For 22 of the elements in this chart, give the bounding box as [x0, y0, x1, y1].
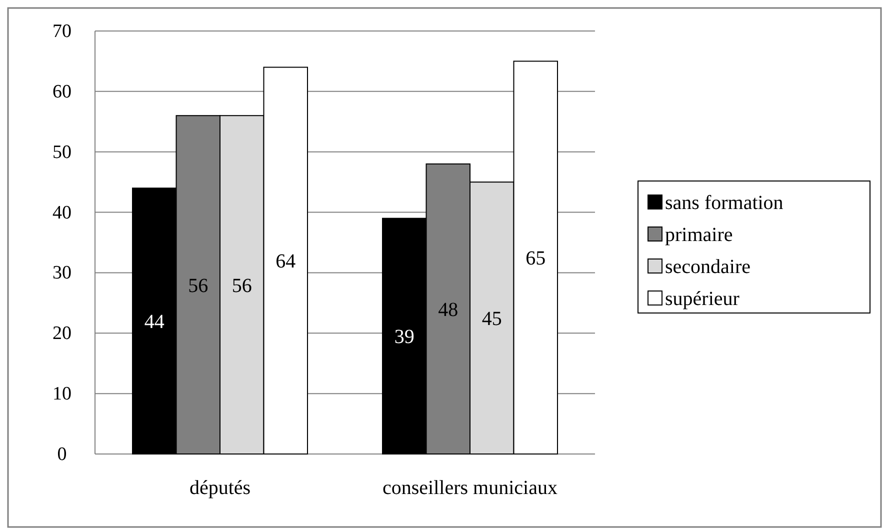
- legend-label: sans formation: [665, 192, 784, 214]
- y-tick-label: 60: [52, 81, 72, 102]
- data-label: 44: [144, 311, 164, 334]
- data-label: 48: [438, 298, 458, 321]
- y-tick-label: 10: [52, 384, 72, 405]
- data-label: 64: [276, 250, 296, 273]
- y-tick-label: 50: [52, 142, 72, 163]
- data-label: 56: [232, 274, 252, 297]
- data-label: 65: [526, 248, 546, 270]
- y-tick-label: 20: [52, 323, 72, 344]
- data-label: 45: [482, 308, 502, 330]
- legend-label: supérieur: [665, 288, 740, 310]
- x-tick-label: députés: [189, 477, 251, 499]
- y-tick-label: 40: [52, 202, 72, 224]
- legend-label: primaire: [665, 224, 733, 246]
- y-tick-label: 0: [57, 444, 67, 465]
- legend-label: secondaire: [665, 256, 751, 278]
- y-tick-label: 30: [52, 262, 72, 284]
- y-tick-label: 70: [52, 21, 72, 42]
- data-label: 56: [188, 274, 208, 297]
- data-label: 39: [394, 326, 414, 348]
- x-tick-label: conseillers municiaux: [382, 477, 558, 499]
